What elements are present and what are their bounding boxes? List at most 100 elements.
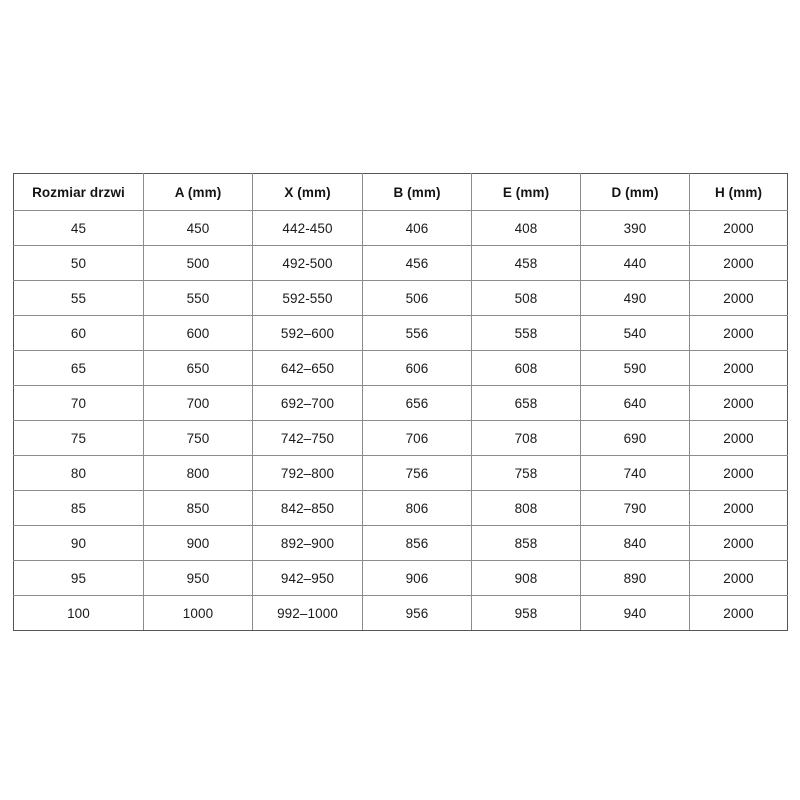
column-header-x: X (mm): [252, 173, 363, 211]
cell-b: 456: [362, 245, 472, 281]
cell-d: 940: [580, 595, 690, 631]
door-size-table-container: Rozmiar drzwi A (mm) X (mm) B (mm) E (mm) D (…: [13, 173, 788, 631]
cell-size: 70: [13, 385, 144, 421]
cell-d: 440: [580, 245, 690, 281]
cell-d: 740: [580, 455, 690, 491]
table-row: 70 700 692–700 656 658 640 2000: [13, 385, 788, 421]
cell-x: 442-450: [252, 210, 363, 246]
cell-x: 642–650: [252, 350, 363, 386]
cell-b: 706: [362, 420, 472, 456]
cell-b: 806: [362, 490, 472, 526]
cell-x: 492-500: [252, 245, 363, 281]
cell-h: 2000: [689, 560, 788, 596]
cell-h: 2000: [689, 455, 788, 491]
table-row: 45 450 442-450 406 408 390 2000: [13, 210, 788, 246]
cell-size: 45: [13, 210, 144, 246]
table-row: 95 950 942–950 906 908 890 2000: [13, 560, 788, 596]
cell-b: 506: [362, 280, 472, 316]
cell-a: 750: [143, 420, 253, 456]
table-header-row: Rozmiar drzwi A (mm) X (mm) B (mm) E (mm) D (…: [13, 173, 788, 211]
cell-x: 592-550: [252, 280, 363, 316]
cell-h: 2000: [689, 420, 788, 456]
cell-a: 850: [143, 490, 253, 526]
column-header-d: D (mm): [580, 173, 690, 211]
cell-d: 490: [580, 280, 690, 316]
cell-x: 692–700: [252, 385, 363, 421]
table-row: 50 500 492-500 456 458 440 2000: [13, 245, 788, 281]
cell-e: 908: [471, 560, 581, 596]
cell-b: 906: [362, 560, 472, 596]
cell-h: 2000: [689, 385, 788, 421]
cell-e: 658: [471, 385, 581, 421]
cell-e: 558: [471, 315, 581, 351]
cell-e: 508: [471, 280, 581, 316]
table-header: Rozmiar drzwi A (mm) X (mm) B (mm) E (mm) D (…: [13, 173, 788, 211]
cell-h: 2000: [689, 350, 788, 386]
cell-a: 1000: [143, 595, 253, 631]
cell-size: 55: [13, 280, 144, 316]
cell-a: 550: [143, 280, 253, 316]
cell-h: 2000: [689, 490, 788, 526]
cell-b: 656: [362, 385, 472, 421]
cell-x: 892–900: [252, 525, 363, 561]
column-header-b: B (mm): [362, 173, 472, 211]
cell-d: 590: [580, 350, 690, 386]
cell-x: 742–750: [252, 420, 363, 456]
cell-e: 458: [471, 245, 581, 281]
table-row: 80 800 792–800 756 758 740 2000: [13, 455, 788, 491]
cell-size: 50: [13, 245, 144, 281]
cell-a: 700: [143, 385, 253, 421]
cell-a: 500: [143, 245, 253, 281]
table-row: 85 850 842–850 806 808 790 2000: [13, 490, 788, 526]
cell-size: 65: [13, 350, 144, 386]
cell-e: 608: [471, 350, 581, 386]
cell-size: 95: [13, 560, 144, 596]
table-row: 90 900 892–900 856 858 840 2000: [13, 525, 788, 561]
cell-e: 758: [471, 455, 581, 491]
column-header-h: H (mm): [689, 173, 788, 211]
cell-b: 756: [362, 455, 472, 491]
cell-size: 100: [13, 595, 144, 631]
cell-d: 890: [580, 560, 690, 596]
cell-h: 2000: [689, 210, 788, 246]
cell-a: 600: [143, 315, 253, 351]
cell-size: 90: [13, 525, 144, 561]
table-row: 65 650 642–650 606 608 590 2000: [13, 350, 788, 386]
cell-d: 540: [580, 315, 690, 351]
cell-b: 956: [362, 595, 472, 631]
cell-h: 2000: [689, 280, 788, 316]
column-header-size: Rozmiar drzwi: [13, 173, 144, 211]
cell-b: 606: [362, 350, 472, 386]
table-row: 60 600 592–600 556 558 540 2000: [13, 315, 788, 351]
cell-x: 842–850: [252, 490, 363, 526]
cell-h: 2000: [689, 525, 788, 561]
cell-h: 2000: [689, 315, 788, 351]
cell-x: 992–1000: [252, 595, 363, 631]
cell-size: 75: [13, 420, 144, 456]
cell-x: 942–950: [252, 560, 363, 596]
cell-e: 808: [471, 490, 581, 526]
cell-h: 2000: [689, 595, 788, 631]
cell-b: 856: [362, 525, 472, 561]
table-body: 45 450 442-450 406 408 390 2000 50 500 492-500 456…: [13, 210, 788, 631]
cell-a: 650: [143, 350, 253, 386]
cell-a: 900: [143, 525, 253, 561]
cell-e: 408: [471, 210, 581, 246]
cell-size: 60: [13, 315, 144, 351]
cell-b: 406: [362, 210, 472, 246]
cell-h: 2000: [689, 245, 788, 281]
door-size-specification-table: Rozmiar drzwi A (mm) X (mm) B (mm) E (mm) D (…: [13, 173, 788, 631]
column-header-a: A (mm): [143, 173, 253, 211]
column-header-e: E (mm): [471, 173, 581, 211]
cell-e: 708: [471, 420, 581, 456]
cell-e: 958: [471, 595, 581, 631]
table-row: 100 1000 992–1000 956 958 940 2000: [13, 595, 788, 631]
cell-a: 800: [143, 455, 253, 491]
cell-e: 858: [471, 525, 581, 561]
cell-size: 85: [13, 490, 144, 526]
cell-a: 950: [143, 560, 253, 596]
cell-b: 556: [362, 315, 472, 351]
cell-size: 80: [13, 455, 144, 491]
cell-x: 592–600: [252, 315, 363, 351]
